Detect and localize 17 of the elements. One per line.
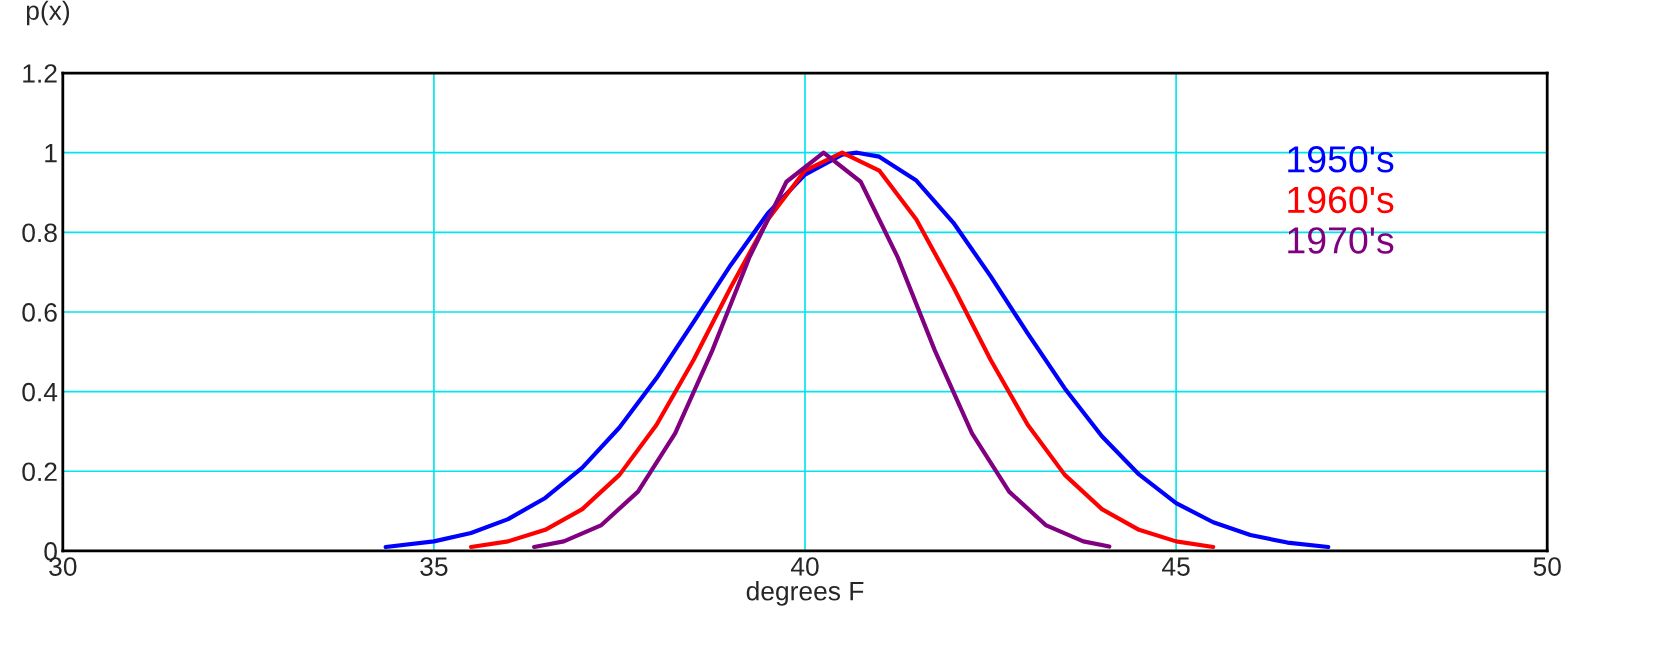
x-tick-label: 40 xyxy=(790,557,819,576)
x-tick-label: 45 xyxy=(1162,557,1190,576)
y-tick-label: 0.6 xyxy=(22,303,57,322)
line-series xyxy=(468,150,1216,550)
y-tick-label: 0.2 xyxy=(22,462,57,482)
text: 1950's xyxy=(1288,146,1394,173)
x-tick-label: 35 xyxy=(420,557,448,576)
y-tick-label: 0.8 xyxy=(22,223,57,243)
text: 1960's xyxy=(1288,186,1394,214)
y-tick-label: 1.2 xyxy=(23,64,57,83)
text: 1970's xyxy=(1288,227,1394,254)
line-series xyxy=(532,150,1112,550)
y-tick-label: 1 xyxy=(45,144,57,163)
x-tick-label: 50 xyxy=(1533,557,1561,576)
y-tick-label: 0.4 xyxy=(22,382,58,402)
x-axis-title: degrees F xyxy=(746,581,864,606)
y-axis-title: p(x) xyxy=(26,0,70,26)
